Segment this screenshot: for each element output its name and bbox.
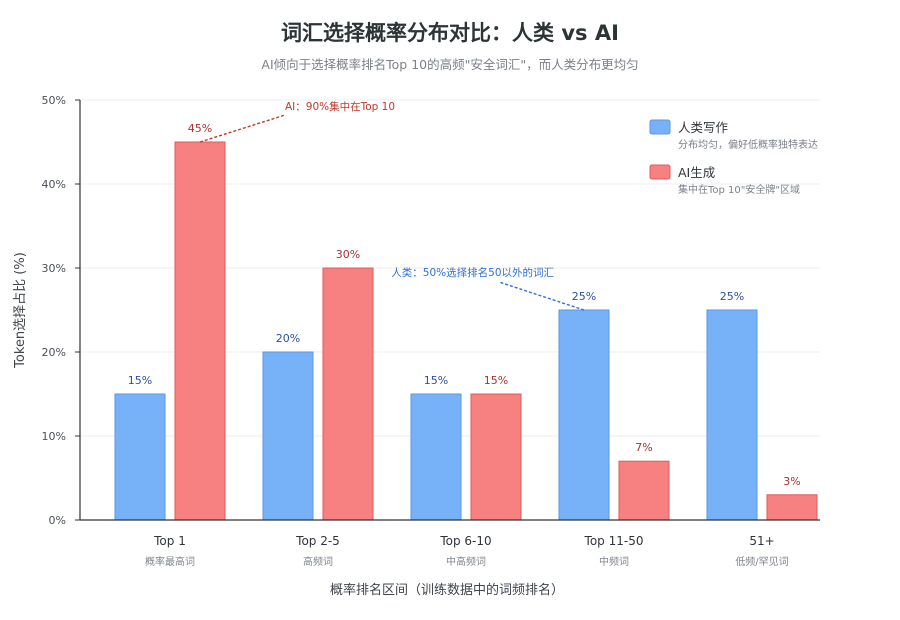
bar-human xyxy=(262,351,314,521)
y-tick-label: 30% xyxy=(42,262,66,275)
bars-layer: 15% 45% 20% 30% 15% 15% 25% 7% 25% 3% xyxy=(114,122,818,521)
bar-human xyxy=(706,309,758,521)
x-tick-sublabel: 低频/罕见词 xyxy=(735,555,788,568)
data-label: 20% xyxy=(276,332,300,345)
legend-description: 集中在Top 10"安全牌"区域 xyxy=(678,183,800,196)
x-tick-sublabel: 概率最高词 xyxy=(145,555,195,568)
data-label: 30% xyxy=(336,248,360,261)
bar-ai xyxy=(174,141,226,521)
annotation-human: 人类：50%选择排名50以外的词汇 xyxy=(391,266,554,279)
x-tick-sublabel: 中频词 xyxy=(599,555,629,568)
x-tick-label: Top 2-5 xyxy=(295,534,340,548)
x-axis-label: 概率排名区间（训练数据中的词频排名） xyxy=(330,582,564,598)
data-label: 15% xyxy=(128,374,152,387)
y-tick-label: 20% xyxy=(42,346,66,359)
bar-ai xyxy=(322,267,374,521)
bar-ai xyxy=(618,460,670,521)
legend-description: 分布均匀，偏好低概率独特表达 xyxy=(678,138,818,151)
annotation-ai: AI：90%集中在Top 10 xyxy=(285,100,395,113)
bar-ai xyxy=(470,393,522,521)
data-label: 7% xyxy=(635,441,652,454)
bar-human xyxy=(558,309,610,521)
y-tick-label: 50% xyxy=(42,94,66,107)
x-tick-label: Top 6-10 xyxy=(439,534,491,548)
data-label: 15% xyxy=(484,374,508,387)
y-tick-label: 40% xyxy=(42,178,66,191)
chart-subtitle: AI倾向于选择概率排名Top 10的高频"安全词汇"，而人类分布更均匀 xyxy=(261,57,638,72)
x-tick-label: Top 11-50 xyxy=(584,534,644,548)
data-label: 45% xyxy=(188,122,212,135)
axis-layer: 0% 10% 20% 30% 40% 50% Top 1 概率最高词 Top 2-5 高频词 Top… xyxy=(42,94,820,568)
data-label: 3% xyxy=(783,475,800,488)
x-tick-sublabel: 高频词 xyxy=(303,555,333,568)
annotation-arrow xyxy=(199,114,286,143)
bar-human xyxy=(410,393,462,521)
chart-title: 词汇选择概率分布对比：人类 vs AI xyxy=(281,21,619,45)
data-label: 25% xyxy=(720,290,744,303)
x-tick-label: Top 1 xyxy=(153,534,186,548)
bar-ai xyxy=(766,494,818,521)
legend-swatch xyxy=(649,164,671,180)
annotation-layer: AI：90%集中在Top 10 人类：50%选择排名50以外的词汇 xyxy=(199,100,585,311)
bar-human xyxy=(114,393,166,521)
x-tick-label: 51+ xyxy=(749,534,774,548)
y-axis-label: Token选择占比 (%) xyxy=(13,252,28,369)
legend-label: AI生成 xyxy=(678,165,715,180)
y-tick-label: 0% xyxy=(49,514,66,527)
legend-swatch xyxy=(649,119,671,135)
data-label: 15% xyxy=(424,374,448,387)
legend-label: 人类写作 xyxy=(678,120,729,135)
x-tick-sublabel: 中高频词 xyxy=(446,555,486,568)
y-tick-label: 10% xyxy=(42,430,66,443)
data-label: 25% xyxy=(572,290,596,303)
